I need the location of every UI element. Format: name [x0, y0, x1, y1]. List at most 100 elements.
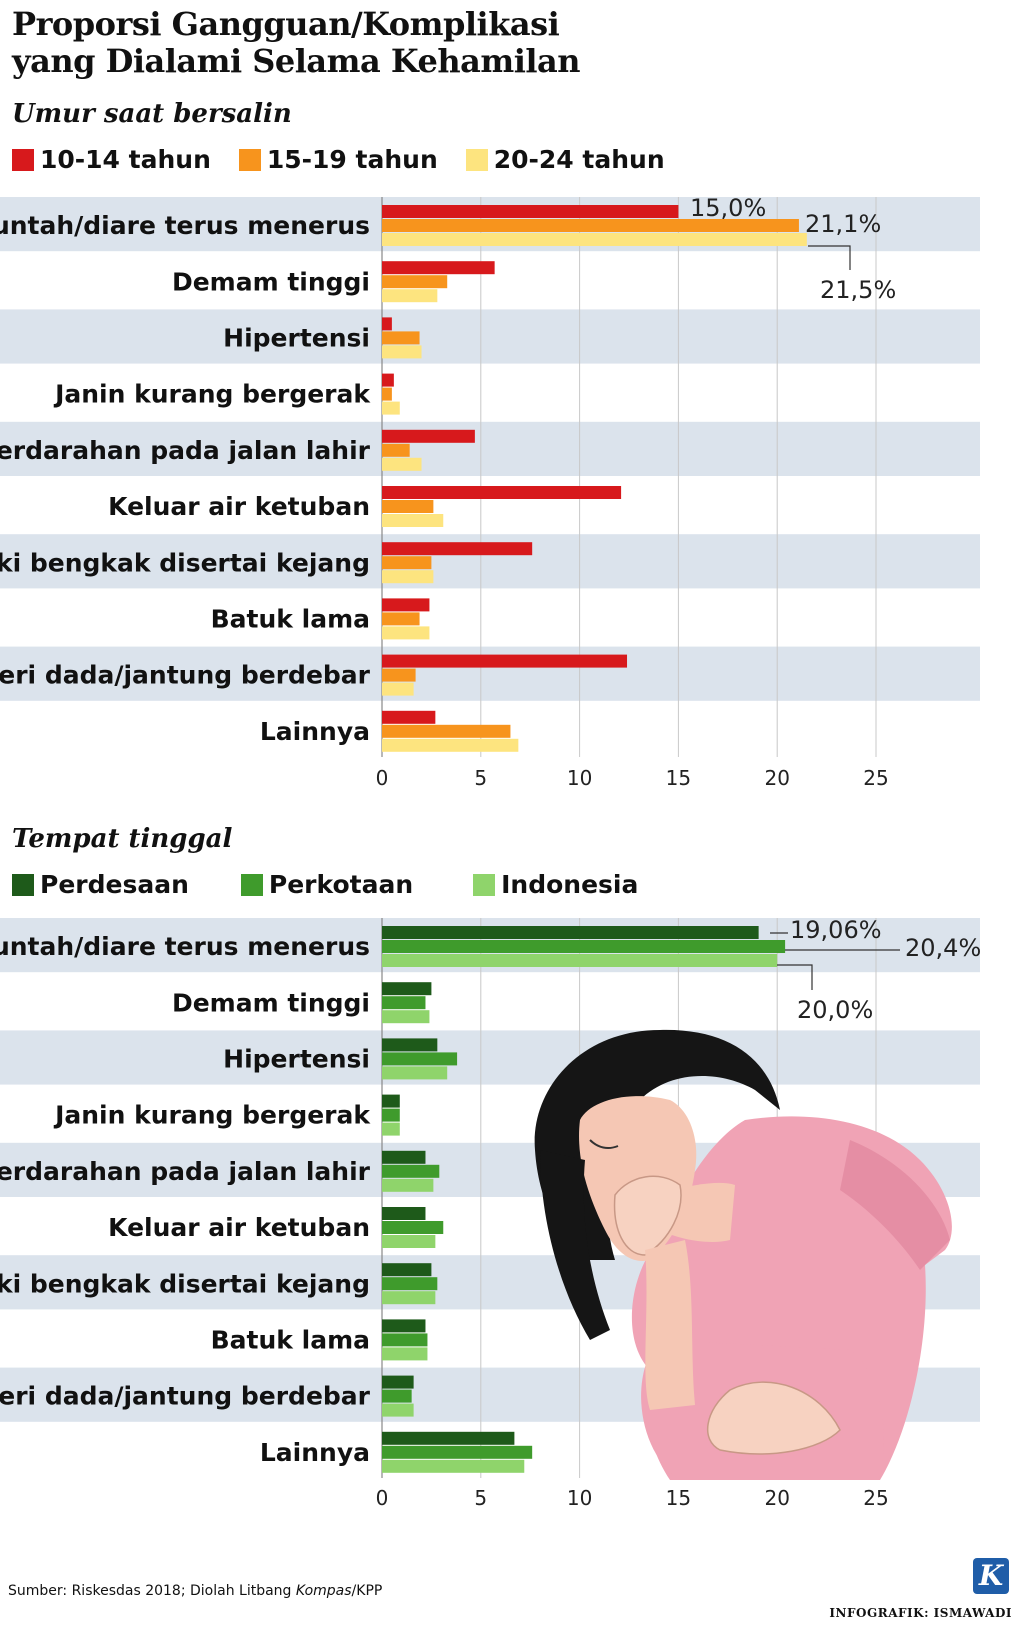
category-label: Perdarahan pada jalan lahir — [0, 436, 371, 465]
x-tick-label: 20 — [764, 766, 789, 790]
bar-15-19-tahun — [382, 612, 420, 626]
pregnant-woman-illustration — [534, 1029, 952, 1480]
value-label: 19,06% — [790, 916, 882, 944]
x-tick-label: 10 — [567, 766, 592, 790]
bar-perkotaan — [382, 1277, 438, 1291]
bar-indonesia — [382, 1010, 430, 1024]
title-line-1: Proporsi Gangguan/Komplikasi — [12, 5, 560, 43]
bar-20-24-tahun — [382, 401, 400, 415]
category-label: Kaki bengkak disertai kejang — [0, 548, 370, 577]
bar-perdesaan — [382, 1319, 426, 1333]
bar-perdesaan — [382, 1375, 414, 1389]
bar-10-14-tahun — [382, 205, 679, 218]
legend-label: Perkotaan — [268, 870, 414, 899]
source-prefix: Sumber: Riskesdas 2018; Diolah Litbang — [8, 1583, 296, 1599]
bar-perdesaan — [382, 1263, 432, 1277]
category-label: Janin kurang bergerak — [53, 1101, 371, 1130]
legend-item-20-24: 20-24 tahun — [465, 145, 665, 174]
bar-20-24-tahun — [382, 570, 434, 584]
bar-perdesaan — [382, 1431, 515, 1445]
bar-20-24-tahun — [382, 233, 807, 246]
bar-15-19-tahun — [382, 443, 410, 457]
category-label: Keluar air ketuban — [108, 1213, 370, 1242]
bar-15-19-tahun — [382, 219, 799, 232]
row-band — [0, 421, 980, 476]
legend-item-indonesia: Indonesia — [473, 870, 638, 899]
bar-perkotaan — [382, 1445, 533, 1459]
category-label: Lainnya — [260, 717, 370, 746]
x-tick-label: 10 — [567, 1486, 592, 1510]
bar-20-24-tahun — [382, 514, 444, 527]
legend-label: Perdesaan — [40, 870, 189, 899]
x-tick-label: 0 — [376, 766, 389, 790]
category-label: Perdarahan pada jalan lahir — [0, 1157, 371, 1186]
x-tick-label: 0 — [376, 1486, 389, 1510]
section-2-subtitle: Tempat tinggal — [12, 824, 233, 854]
bar-perkotaan — [382, 996, 426, 1010]
chart-umur-saat-bersalin: 0 5 10 15 20 25 Muntah/diare terus menerus Dema… — [0, 194, 980, 790]
bar-20-24-tahun — [382, 738, 519, 752]
row-band — [0, 1030, 980, 1085]
bar-perkotaan — [382, 1221, 444, 1234]
category-label: Lainnya — [260, 1438, 370, 1467]
legend-swatch — [240, 873, 263, 896]
bar-20-24-tahun — [382, 457, 422, 471]
bar-perkotaan — [382, 1333, 428, 1347]
bar-15-19-tahun — [382, 387, 392, 401]
category-label: Muntah/diare terus menerus — [0, 932, 370, 961]
category-label: Nyeri dada/jantung berdebar — [0, 661, 371, 690]
source-note: Sumber: Riskesdas 2018; Diolah Litbang K… — [8, 1583, 382, 1599]
category-label: Nyeri dada/jantung berdebar — [0, 1382, 371, 1411]
bar-20-24-tahun — [382, 682, 414, 696]
category-label: Hipertensi — [223, 1045, 370, 1074]
bar-perdesaan — [382, 1207, 426, 1220]
category-label: Kaki bengkak disertai kejang — [0, 1269, 370, 1298]
bar-10-14-tahun — [382, 598, 430, 612]
bar-10-14-tahun — [382, 429, 475, 443]
legend-item-10-14: 10-14 tahun — [12, 145, 211, 174]
bar-indonesia — [382, 954, 778, 967]
bar-indonesia — [382, 1066, 448, 1080]
row-band — [0, 309, 980, 364]
chart-title: Proporsi Gangguan/Komplikasi yang Dialam… — [12, 6, 712, 80]
bar-indonesia — [382, 1347, 428, 1361]
legend-item-perkotaan: Perkotaan — [240, 870, 414, 899]
bar-perkotaan — [382, 1164, 440, 1178]
section-1-subtitle: Umur saat bersalin — [12, 99, 292, 129]
bar-20-24-tahun — [382, 626, 430, 640]
source-italic: Kompas — [295, 1583, 352, 1599]
callout-leader — [777, 964, 813, 990]
bar-perkotaan — [382, 1389, 412, 1403]
section-2-legend: Perdesaan Perkotaan Indonesia — [12, 870, 666, 899]
bar-indonesia — [382, 1403, 414, 1417]
bar-perkotaan — [382, 940, 786, 953]
x-tick-label: 25 — [863, 766, 888, 790]
legend-swatch — [12, 148, 34, 171]
section-1-legend: 10-14 tahun 15-19 tahun 20-24 tahun — [12, 145, 693, 174]
bar-10-14-tahun — [382, 373, 394, 387]
bar-indonesia — [382, 1459, 525, 1473]
category-label: Demam tinggi — [172, 267, 370, 296]
value-label: 15,0% — [690, 194, 766, 222]
source-suffix: /KPP — [351, 1583, 383, 1599]
bar-10-14-tahun — [382, 710, 436, 724]
bar-10-14-tahun — [382, 317, 392, 331]
bar-15-19-tahun — [382, 275, 448, 289]
legend-swatch — [465, 148, 488, 171]
bar-10-14-tahun — [382, 654, 628, 668]
category-label: Batuk lama — [211, 605, 370, 634]
bar-perdesaan — [382, 926, 759, 939]
x-tick-label: 25 — [863, 1486, 888, 1510]
infographic-credit: INFOGRAFIK: ISMAWADI — [829, 1606, 1012, 1620]
x-tick-label: 5 — [474, 1486, 487, 1510]
bar-indonesia — [382, 1291, 436, 1305]
x-tick-label: 15 — [666, 766, 691, 790]
bar-perdesaan — [382, 1094, 400, 1108]
value-label: 21,5% — [820, 276, 896, 304]
x-tick-label: 5 — [474, 766, 487, 790]
bar-10-14-tahun — [382, 486, 622, 499]
bar-15-19-tahun — [382, 331, 420, 345]
x-tick-label: 15 — [666, 1486, 691, 1510]
bar-perdesaan — [382, 1150, 426, 1164]
legend-item-perdesaan: Perdesaan — [12, 870, 189, 899]
